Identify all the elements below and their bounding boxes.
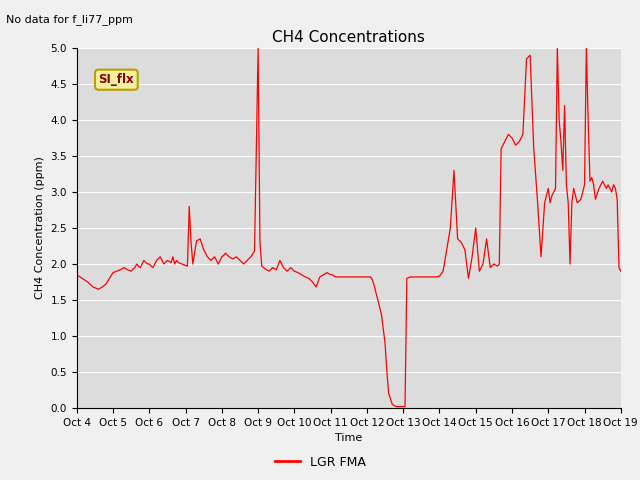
Legend: LGR FMA: LGR FMA — [269, 451, 371, 474]
Text: SI_flx: SI_flx — [99, 73, 134, 86]
Y-axis label: CH4 Concentration (ppm): CH4 Concentration (ppm) — [35, 156, 45, 300]
Title: CH4 Concentrations: CH4 Concentrations — [273, 30, 425, 46]
X-axis label: Time: Time — [335, 433, 362, 443]
Text: No data for f_li77_ppm: No data for f_li77_ppm — [6, 14, 133, 25]
